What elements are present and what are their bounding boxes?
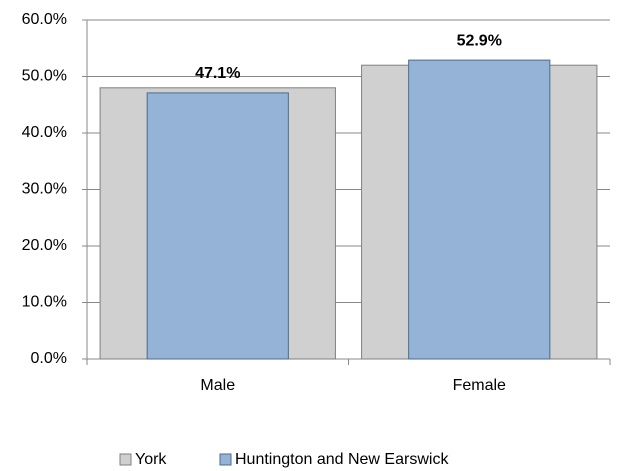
legend-swatch: [219, 453, 232, 466]
y-tick-label: 20.0%: [22, 237, 67, 254]
legend-label: Huntington and New Earswick: [235, 451, 449, 468]
y-tick-label: 60.0%: [22, 11, 67, 28]
y-tick-label: 10.0%: [22, 294, 67, 311]
y-tick-label: 30.0%: [22, 181, 67, 198]
x-tick-label: Male: [200, 377, 235, 394]
legend-label: York: [135, 451, 167, 468]
legend-swatch: [119, 453, 132, 466]
x-tick-label: Female: [453, 377, 506, 394]
y-tick-label: 50.0%: [22, 68, 67, 85]
y-tick-label: 0.0%: [31, 350, 67, 367]
y-tick-label: 40.0%: [22, 124, 67, 141]
bar: [408, 59, 551, 360]
data-label: 52.9%: [457, 32, 502, 49]
bar: [146, 92, 289, 360]
data-label: 47.1%: [195, 65, 240, 82]
